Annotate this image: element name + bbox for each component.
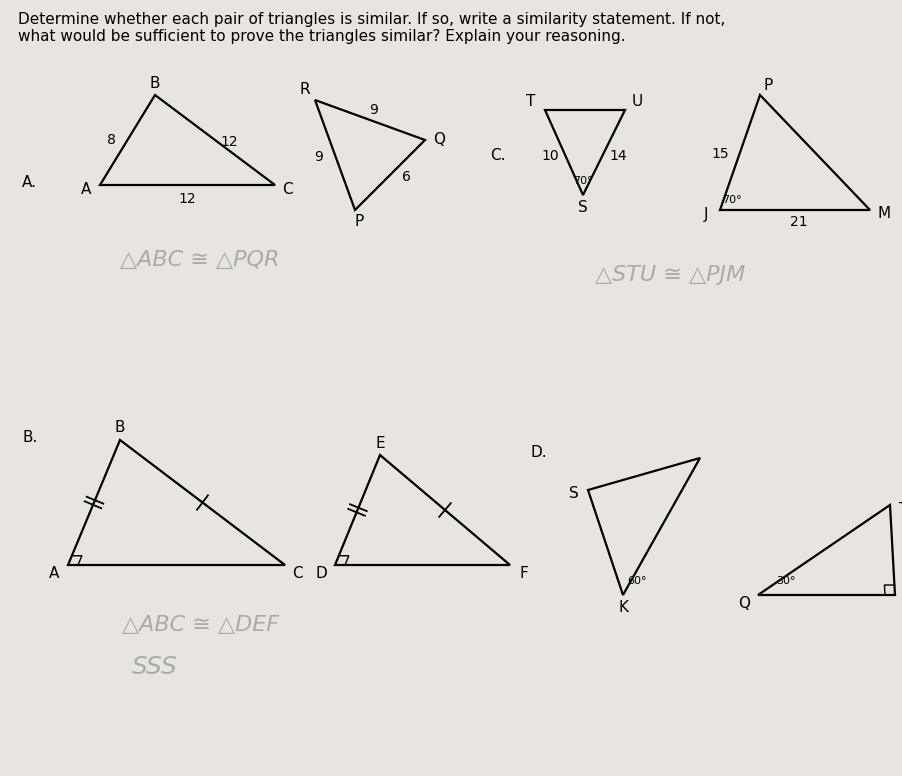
Text: 12: 12 <box>179 192 197 206</box>
Text: SSS: SSS <box>132 655 178 679</box>
Text: M: M <box>878 206 890 221</box>
Text: 70°: 70° <box>573 176 593 186</box>
Text: △ABC ≅ △PQR: △ABC ≅ △PQR <box>120 250 280 270</box>
Text: 9: 9 <box>370 103 379 117</box>
Text: U: U <box>631 95 642 109</box>
Text: 15: 15 <box>711 147 729 161</box>
Text: △ABC ≅ △DEF: △ABC ≅ △DEF <box>122 615 279 635</box>
Text: Determine whether each pair of triangles is similar. If so, write a similarity s: Determine whether each pair of triangles… <box>18 12 725 44</box>
Text: 10: 10 <box>541 150 559 164</box>
Text: A.: A. <box>22 175 37 190</box>
Text: S: S <box>569 487 579 501</box>
Text: D: D <box>315 566 327 580</box>
Text: R: R <box>299 82 310 98</box>
Text: B.: B. <box>22 430 37 445</box>
Text: △STU ≅ △PJM: △STU ≅ △PJM <box>594 265 745 285</box>
Text: 70°: 70° <box>723 195 741 205</box>
Text: 9: 9 <box>315 150 324 164</box>
Text: Q: Q <box>433 133 445 147</box>
Text: 14: 14 <box>609 150 627 164</box>
Text: A: A <box>81 182 91 196</box>
Text: 60°: 60° <box>627 576 647 586</box>
Text: F: F <box>520 566 529 580</box>
Text: A: A <box>49 566 60 580</box>
Text: 12: 12 <box>220 135 238 149</box>
Text: 6: 6 <box>401 170 410 184</box>
Text: K: K <box>618 600 628 615</box>
Text: C.: C. <box>490 147 505 162</box>
Text: P: P <box>354 214 364 230</box>
Text: C: C <box>281 182 292 196</box>
Text: 8: 8 <box>107 133 116 147</box>
Text: 21: 21 <box>790 215 808 229</box>
Text: C: C <box>291 566 302 580</box>
Text: D.: D. <box>530 445 547 460</box>
Text: B: B <box>150 75 161 91</box>
Text: T: T <box>526 95 536 109</box>
Text: S: S <box>578 199 588 214</box>
Text: T: T <box>899 501 902 517</box>
Text: 30°: 30° <box>777 576 796 586</box>
Text: E: E <box>375 435 385 451</box>
Text: B: B <box>115 421 125 435</box>
Text: P: P <box>763 78 773 92</box>
Text: Q: Q <box>738 595 750 611</box>
Text: J: J <box>704 206 708 221</box>
